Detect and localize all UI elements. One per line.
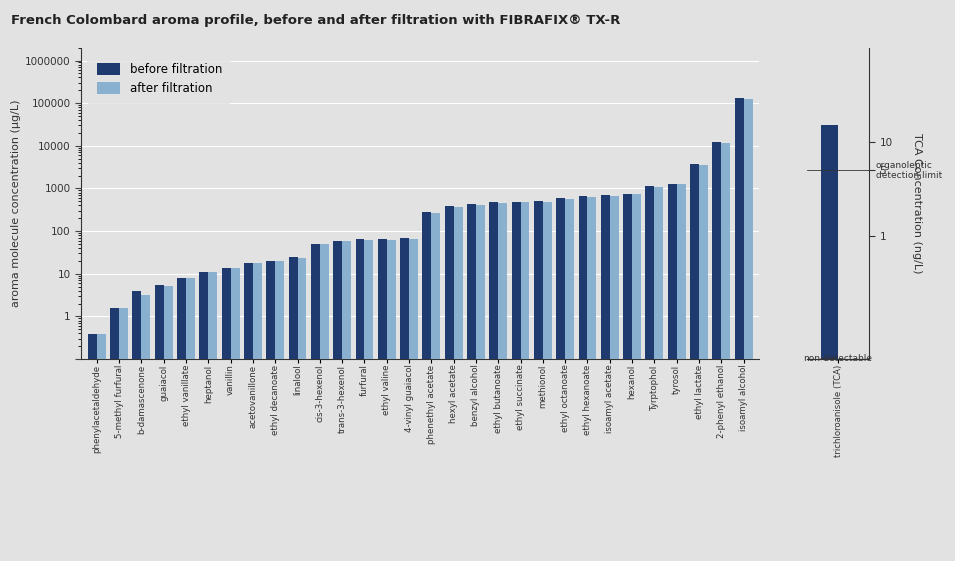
Bar bbox=[96, 334, 106, 561]
Bar bbox=[587, 197, 597, 561]
Bar bbox=[387, 240, 395, 561]
Bar bbox=[311, 244, 320, 561]
Bar bbox=[177, 278, 186, 561]
Bar bbox=[141, 295, 150, 561]
Bar bbox=[499, 203, 507, 561]
Bar bbox=[244, 263, 253, 561]
Bar bbox=[342, 241, 351, 561]
Bar bbox=[422, 212, 432, 561]
Bar bbox=[690, 164, 699, 561]
Bar bbox=[333, 241, 342, 561]
Bar bbox=[222, 268, 230, 561]
Bar bbox=[734, 98, 744, 561]
Bar bbox=[556, 198, 565, 561]
Bar bbox=[601, 195, 610, 561]
Bar bbox=[230, 268, 240, 561]
Bar bbox=[579, 196, 587, 561]
Text: organoleptic
detection limit: organoleptic detection limit bbox=[876, 160, 943, 180]
Bar bbox=[163, 286, 173, 561]
Bar bbox=[624, 194, 632, 561]
Bar bbox=[266, 261, 275, 561]
Text: French Colombard aroma profile, before and after filtration with FIBRAFIX® TX-R: French Colombard aroma profile, before a… bbox=[11, 14, 621, 27]
Bar bbox=[288, 257, 298, 561]
Bar bbox=[454, 207, 462, 561]
Bar bbox=[699, 165, 708, 561]
Bar bbox=[200, 272, 208, 561]
Bar bbox=[298, 258, 307, 561]
Bar bbox=[432, 213, 440, 561]
Bar bbox=[838, 359, 856, 561]
Text: non-detectable: non-detectable bbox=[803, 355, 873, 364]
Bar bbox=[712, 142, 721, 561]
Y-axis label: aroma molecule concentration (µg/L): aroma molecule concentration (µg/L) bbox=[11, 100, 21, 307]
Bar bbox=[646, 186, 654, 561]
Bar bbox=[88, 334, 96, 561]
Bar bbox=[186, 278, 195, 561]
Bar bbox=[155, 285, 163, 561]
Bar bbox=[512, 202, 520, 561]
Bar bbox=[744, 99, 753, 561]
Bar bbox=[119, 307, 128, 561]
Bar bbox=[409, 239, 418, 561]
Bar bbox=[320, 244, 329, 561]
Bar bbox=[542, 201, 552, 561]
Bar bbox=[467, 204, 476, 561]
Bar bbox=[668, 183, 677, 561]
Bar bbox=[721, 143, 731, 561]
Bar bbox=[489, 203, 499, 561]
Bar bbox=[365, 240, 373, 561]
Bar bbox=[275, 261, 285, 561]
Bar bbox=[355, 239, 365, 561]
Bar bbox=[378, 239, 387, 561]
Bar bbox=[565, 199, 574, 561]
Bar bbox=[632, 194, 641, 561]
Bar bbox=[534, 201, 542, 561]
Bar bbox=[654, 187, 664, 561]
Bar bbox=[610, 196, 619, 561]
Y-axis label: TCA Concentration (ng/L): TCA Concentration (ng/L) bbox=[912, 133, 922, 274]
Bar bbox=[520, 203, 529, 561]
Bar bbox=[110, 307, 119, 561]
Bar bbox=[400, 238, 409, 561]
Bar bbox=[445, 206, 454, 561]
Bar bbox=[253, 263, 262, 561]
Bar bbox=[476, 205, 485, 561]
Bar bbox=[677, 185, 686, 561]
Bar bbox=[820, 126, 838, 561]
Legend: before filtration, after filtration: before filtration, after filtration bbox=[87, 54, 231, 104]
Bar bbox=[133, 291, 141, 561]
Bar bbox=[208, 272, 217, 561]
